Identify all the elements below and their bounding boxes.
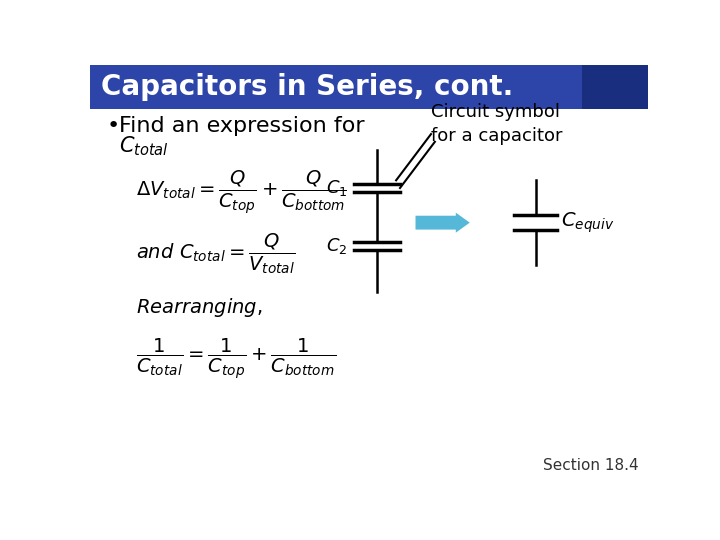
Text: Find an expression for: Find an expression for [120,117,365,137]
Text: $C_1$: $C_1$ [326,178,347,198]
Text: •: • [107,117,120,137]
Text: $C_{total}$: $C_{total}$ [120,134,169,158]
Text: $and\ C_{total} = \dfrac{Q}{V_{total}}$: $and\ C_{total} = \dfrac{Q}{V_{total}}$ [137,231,296,275]
Text: Capacitors in Series, cont.: Capacitors in Series, cont. [101,73,513,101]
Bar [582,65,648,110]
Text: $\dfrac{1}{C_{total}} = \dfrac{1}{C_{top}} + \dfrac{1}{C_{bottom}}$: $\dfrac{1}{C_{total}} = \dfrac{1}{C_{top… [137,336,337,381]
Bar [90,65,648,110]
FancyArrow shape [415,213,469,233]
Text: $\Delta V_{total} = \dfrac{Q}{C_{top}} + \dfrac{Q}{C_{bottom}}$: $\Delta V_{total} = \dfrac{Q}{C_{top}} +… [137,168,347,215]
Text: $C_{equiv}$: $C_{equiv}$ [561,211,615,235]
Text: $C_2$: $C_2$ [326,236,347,256]
Text: Section 18.4: Section 18.4 [543,458,639,473]
Text: $\mathit{Rearranging,}$: $\mathit{Rearranging,}$ [137,296,263,319]
Text: Circuit symbol
for a capacitor: Circuit symbol for a capacitor [431,103,562,145]
